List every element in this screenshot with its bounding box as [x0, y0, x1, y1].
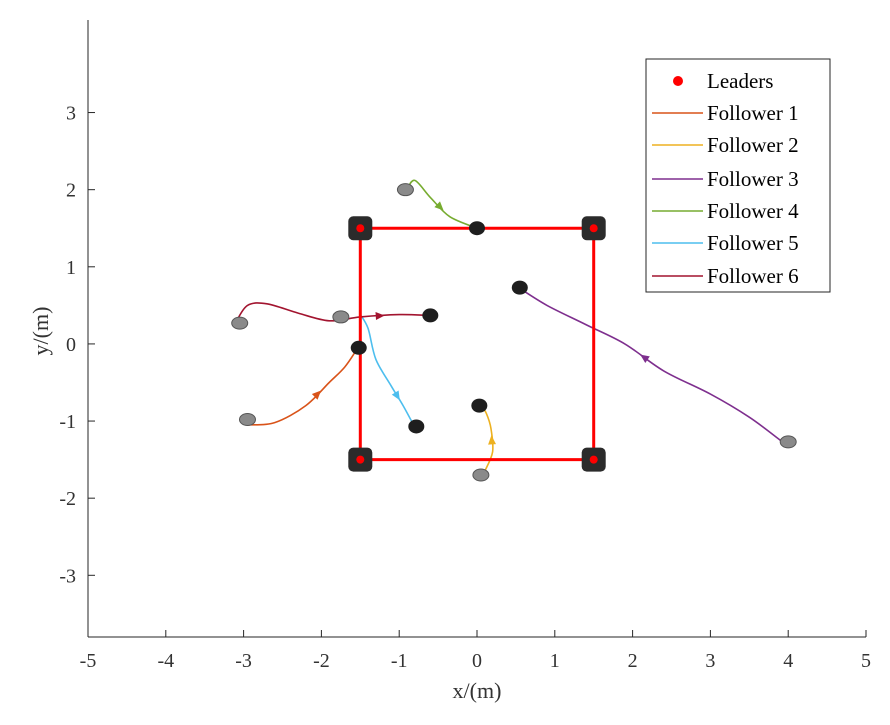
- legend-label-follower-1: Follower 1: [707, 101, 799, 125]
- legend-label-follower-3: Follower 3: [707, 167, 799, 191]
- series-line-follower-4: [406, 179, 478, 229]
- direction-arrow-follower-6: [375, 312, 385, 320]
- follower-start-robot-1: [231, 316, 249, 330]
- legend-label-follower-2: Follower 2: [707, 133, 799, 157]
- legend-label-follower-6: Follower 6: [707, 264, 799, 288]
- series-line-follower-3: [519, 287, 781, 441]
- legend-label-leaders: Leaders: [707, 69, 773, 93]
- follower-end-robot-1: [350, 340, 367, 355]
- leader-point-2: [589, 224, 598, 233]
- y-tick-label: -1: [59, 411, 76, 433]
- legend-label-follower-4: Follower 4: [707, 199, 799, 223]
- x-axis-label: x/(m): [453, 678, 502, 703]
- direction-arrow-follower-3: [640, 354, 650, 363]
- x-tick-label: 0: [472, 650, 482, 672]
- x-tick-label: 1: [550, 650, 560, 672]
- direction-arrow-follower-5: [391, 390, 400, 401]
- legend-label-follower-5: Follower 5: [707, 231, 799, 255]
- direction-arrow-follower-4: [434, 201, 444, 211]
- direction-arrow-follower-2: [488, 435, 496, 445]
- follower-start-robot-3: [472, 468, 490, 482]
- follower-start-robot-4: [779, 435, 797, 449]
- leader-formation-square: [358, 226, 596, 462]
- trajectories: [235, 179, 781, 472]
- x-tick-label: 4: [783, 650, 793, 672]
- leader-point-1: [356, 224, 365, 233]
- x-tick-label: -1: [391, 650, 408, 672]
- series-line-follower-5: [359, 314, 416, 428]
- follower-end-robot-2: [471, 398, 488, 413]
- follower-start-robot-5: [396, 183, 414, 197]
- leader-formation: [348, 216, 606, 472]
- leader-point-3: [589, 455, 598, 464]
- x-tick-label: -4: [157, 650, 174, 672]
- x-tick-label: 3: [705, 650, 715, 672]
- robot-markers: [231, 183, 797, 482]
- x-tick-label: -3: [235, 650, 252, 672]
- leader-point-4: [356, 455, 365, 464]
- legend: Leaders Follower 1 Follower 2 Follower 3…: [645, 58, 831, 293]
- y-axis-label: y/(m): [28, 307, 53, 356]
- follower-start-robot-2: [238, 413, 256, 427]
- x-tick-label: 2: [628, 650, 638, 672]
- x-tick-label: 5: [861, 650, 871, 672]
- axes: -5 -4 -3 -2 -1 0 1 2 3 4 5 -3 -2 -1 0 1 2 3: [59, 20, 871, 672]
- x-tick-label: -5: [80, 650, 97, 672]
- series-line-follower-1: [247, 349, 358, 426]
- follower-end-robot-3: [511, 280, 528, 295]
- direction-arrow-follower-1: [311, 390, 322, 400]
- series-line-follower-6: [235, 302, 431, 323]
- y-tick-label: 2: [66, 180, 76, 202]
- y-tick-label: -2: [59, 488, 76, 510]
- y-tick-label: 1: [66, 257, 76, 279]
- follower-start-robot-6: [332, 310, 350, 324]
- y-tick-label: 0: [66, 334, 76, 356]
- y-tick-label: -3: [59, 565, 76, 587]
- legend-marker-leaders: [673, 76, 683, 86]
- follower-end-robot-4: [469, 221, 485, 236]
- legend-box: [645, 58, 831, 293]
- y-tick-label: 3: [66, 103, 76, 125]
- follower-end-robot-6: [422, 308, 439, 323]
- x-tick-label: -2: [313, 650, 330, 672]
- follower-end-robot-5: [408, 419, 425, 434]
